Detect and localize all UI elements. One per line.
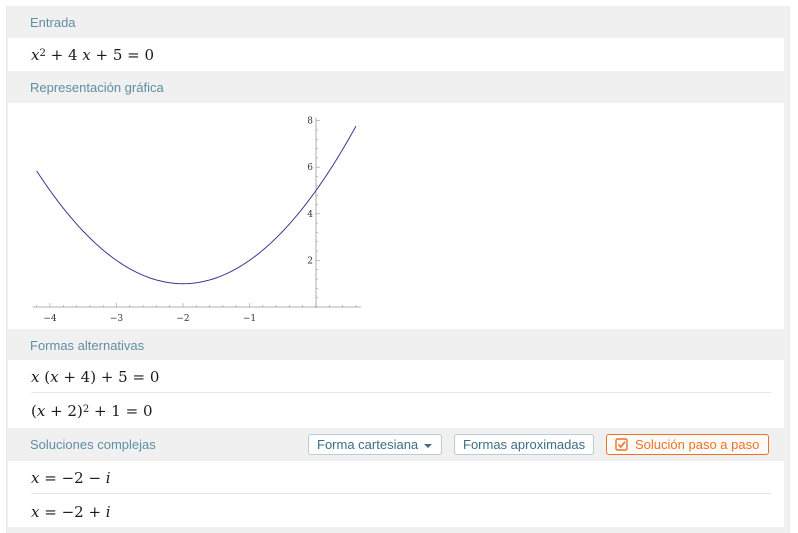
y-tick-label: 8 (307, 117, 313, 127)
approximate-forms-button[interactable]: Formas aproximadas (454, 434, 594, 455)
input-section-title: Entrada (30, 15, 76, 30)
x-tick-label: −4 (43, 314, 57, 324)
plot-curve-layer (36, 125, 357, 285)
approximate-forms-label: Formas aproximadas (463, 437, 586, 452)
x-tick-label: −1 (243, 314, 256, 324)
alt-forms-card: x (x + 4) + 5 = 0 (x + 2)2 + 1 = 0 (8, 360, 784, 428)
chevron-down-icon (424, 443, 433, 448)
result-panel: Entrada x2 + 4 x + 5 = 0 Representación … (6, 6, 790, 533)
solution-1: x = −2 − i (31, 469, 111, 487)
cartesian-form-dropdown[interactable]: Forma cartesiana (308, 434, 442, 455)
step-checkbox-icon (615, 438, 628, 451)
y-tick-label: 4 (307, 210, 313, 220)
step-by-step-label: Solución paso a paso (635, 437, 760, 452)
y-tick-label: 2 (307, 256, 313, 266)
x-tick-label: −2 (176, 314, 189, 324)
y-tick-label: 6 (307, 163, 313, 173)
plot-axes (32, 117, 361, 308)
alt-forms-section-title: Formas alternativas (30, 338, 145, 353)
solutions-divider (31, 493, 771, 494)
x-tick-label: −3 (110, 314, 124, 324)
plot-tick-labels: −4 −3 −2 −1 2 4 6 8 (43, 117, 313, 324)
parabola-plot: −4 −3 −2 −1 2 4 6 8 (32, 117, 361, 324)
step-by-step-button[interactable]: Solución paso a paso (606, 434, 769, 455)
alt-forms-divider (31, 392, 771, 393)
alt-form-2: (x + 2)2 + 1 = 0 (31, 402, 153, 420)
complex-solutions-card: x = −2 − i x = −2 + i (8, 461, 784, 527)
alt-form-1: x (x + 4) + 5 = 0 (31, 368, 160, 386)
parabola-curve (36, 125, 357, 285)
input-card: x2 + 4 x + 5 = 0 (8, 38, 784, 71)
solution-2: x = −2 + i (31, 503, 111, 521)
input-expression: x2 + 4 x + 5 = 0 (31, 46, 155, 64)
cartesian-form-label: Forma cartesiana (317, 437, 419, 452)
complex-solutions-title: Soluciones complejas (30, 437, 156, 452)
plot-section-title: Representación gráfica (30, 80, 164, 95)
plot-card: −4 −3 −2 −1 2 4 6 8 (8, 103, 784, 329)
